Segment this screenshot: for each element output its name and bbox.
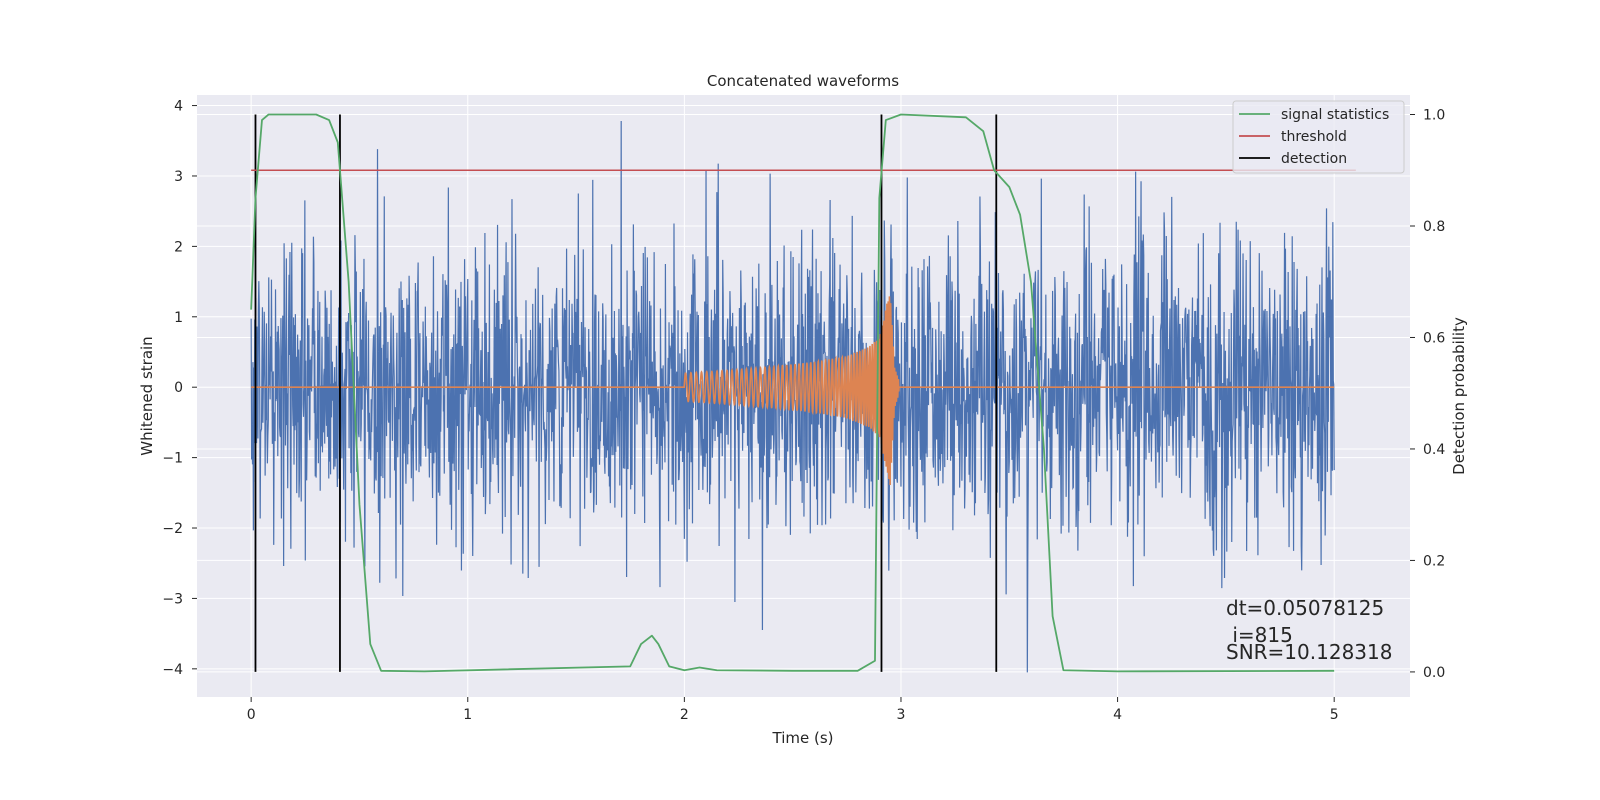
annotation-index: i=815 <box>1226 623 1293 647</box>
y-axis-label-left: Whitened strain <box>138 336 156 455</box>
legend-label-threshold: threshold <box>1281 129 1347 145</box>
y-tick-label: 1 <box>174 310 183 326</box>
y-right-tick-label: 0.0 <box>1423 665 1445 681</box>
legend-label-signal-statistics: signal statistics <box>1281 107 1389 123</box>
strain-series <box>250 121 1335 673</box>
injected-waveform-line <box>251 296 1335 485</box>
x-ticks: 0 1 2 3 4 5 <box>247 697 1339 723</box>
legend-box <box>1232 100 1405 174</box>
x-tick-label: 3 <box>897 707 906 723</box>
y-axis-label-right: Detection probability <box>1450 317 1468 475</box>
injected-waveform-series <box>251 296 1335 485</box>
strain-line <box>250 121 1335 673</box>
legend-label-detection: detection <box>1281 151 1347 167</box>
x-tick-label: 0 <box>247 707 256 723</box>
y-right-tick-label: 1.0 <box>1423 108 1445 124</box>
legend: signal statistics threshold detection <box>1232 100 1405 174</box>
x-tick-label: 2 <box>680 707 689 723</box>
y-right-tick-label: 0.6 <box>1423 330 1445 346</box>
y-tick-label: 3 <box>174 169 183 185</box>
chart-title: Concatenated waveforms <box>707 72 899 90</box>
y-tick-label: 4 <box>174 99 183 115</box>
y-tick-label: −2 <box>162 521 183 537</box>
signal-statistics-series <box>250 113 1335 673</box>
annotation-dt: dt=0.05078125 <box>1226 596 1384 620</box>
y-tick-label: −4 <box>162 662 183 678</box>
x-tick-label: 4 <box>1113 707 1122 723</box>
y-ticks-right: 0.0 0.2 0.4 0.6 0.8 1.0 <box>1410 108 1445 681</box>
annotation-snr: SNR=10.128318 <box>1226 640 1392 664</box>
y-right-tick-label: 0.4 <box>1423 442 1445 458</box>
y-tick-label: 2 <box>174 239 183 255</box>
y-ticks-left: −4 −3 −2 −1 0 1 2 3 4 <box>162 99 197 678</box>
y-tick-label: −1 <box>162 451 183 467</box>
y-tick-label: 0 <box>174 380 183 396</box>
x-tick-label: 5 <box>1330 707 1339 723</box>
x-tick-label: 1 <box>463 707 472 723</box>
signal-statistics-line <box>250 113 1335 673</box>
y-right-tick-label: 0.2 <box>1423 553 1445 569</box>
y-tick-label: −3 <box>162 591 183 607</box>
y-right-tick-label: 0.8 <box>1423 219 1445 235</box>
x-axis-label: Time (s) <box>772 729 834 747</box>
